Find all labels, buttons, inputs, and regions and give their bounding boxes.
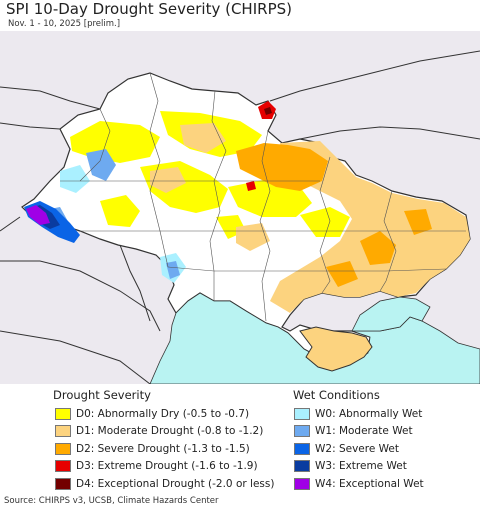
legend-item-d0: D0: Abnormally Dry (-0.5 to -0.7): [55, 405, 274, 423]
w4-area: [26, 205, 50, 225]
legend-swatch-w1: [294, 425, 310, 438]
legend-label-w1: W1: Moderate Wet: [315, 425, 413, 438]
legend-item-w1: W1: Moderate Wet: [294, 423, 424, 441]
legend-label-w2: W2: Severe Wet: [315, 442, 399, 455]
legend-swatch-w4: [294, 477, 310, 490]
source-credit: Source: CHIRPS v3, UCSB, Climate Hazards…: [4, 496, 219, 506]
d4-areas: [264, 107, 272, 115]
legend-swatch-d0: [55, 407, 71, 420]
legend-swatch-d1: [55, 425, 71, 438]
sea-of-azov: [351, 296, 431, 332]
legend-item-w2: W2: Severe Wet: [294, 440, 424, 458]
legend-item-w4: W4: Exceptional Wet: [294, 475, 424, 493]
legend-item-w3: W3: Extreme Wet: [294, 458, 424, 476]
legend-label-d3: D3: Extreme Drought (-1.6 to -1.9): [76, 460, 258, 473]
legend-label-d0: D0: Abnormally Dry (-0.5 to -0.7): [76, 407, 250, 420]
legend-item-d3: D3: Extreme Drought (-1.6 to -1.9): [55, 458, 274, 476]
legend-label-w4: W4: Exceptional Wet: [315, 477, 424, 490]
wet-legend-title: Wet Conditions: [293, 388, 380, 402]
black-sea: [149, 292, 480, 384]
legend-swatch-w2: [294, 442, 310, 455]
d2-areas: [236, 143, 432, 287]
legend-item-d1: D1: Moderate Drought (-0.8 to -1.2): [55, 423, 274, 441]
wet-legend: W0: Abnormally Wet W1: Moderate Wet W2: …: [294, 405, 424, 493]
drought-legend-title: Drought Severity: [53, 388, 151, 402]
country-boundaries: [0, 50, 480, 384]
legend-item-d2: D2: Severe Drought (-1.3 to -1.5): [55, 440, 274, 458]
drought-map: [0, 31, 480, 384]
legend-item-w0: W0: Abnormally Wet: [294, 405, 424, 423]
legend-label-w0: W0: Abnormally Wet: [315, 407, 423, 420]
oblast-boundaries: [60, 72, 466, 322]
legend-label-w3: W3: Extreme Wet: [315, 460, 407, 473]
legend-swatch-d2: [55, 442, 71, 455]
drought-legend: D0: Abnormally Dry (-0.5 to -0.7) D1: Mo…: [55, 405, 274, 493]
legend-item-d4: D4: Exceptional Drought (-2.0 or less): [55, 475, 274, 493]
legend-swatch-d3: [55, 460, 71, 473]
legend-swatch-w3: [294, 460, 310, 473]
legend-label-d1: D1: Moderate Drought (-0.8 to -1.2): [76, 425, 264, 438]
legend-swatch-d4: [55, 477, 71, 490]
crimea-d1: [299, 326, 373, 372]
map-subtitle: Nov. 1 - 10, 2025 [prelim.]: [8, 19, 121, 29]
map-title: SPI 10-Day Drought Severity (CHIRPS): [6, 0, 292, 18]
legend-label-d4: D4: Exceptional Drought (-2.0 or less): [76, 477, 275, 490]
legend-swatch-w0: [294, 407, 310, 420]
legend-label-d2: D2: Severe Drought (-1.3 to -1.5): [76, 442, 250, 455]
